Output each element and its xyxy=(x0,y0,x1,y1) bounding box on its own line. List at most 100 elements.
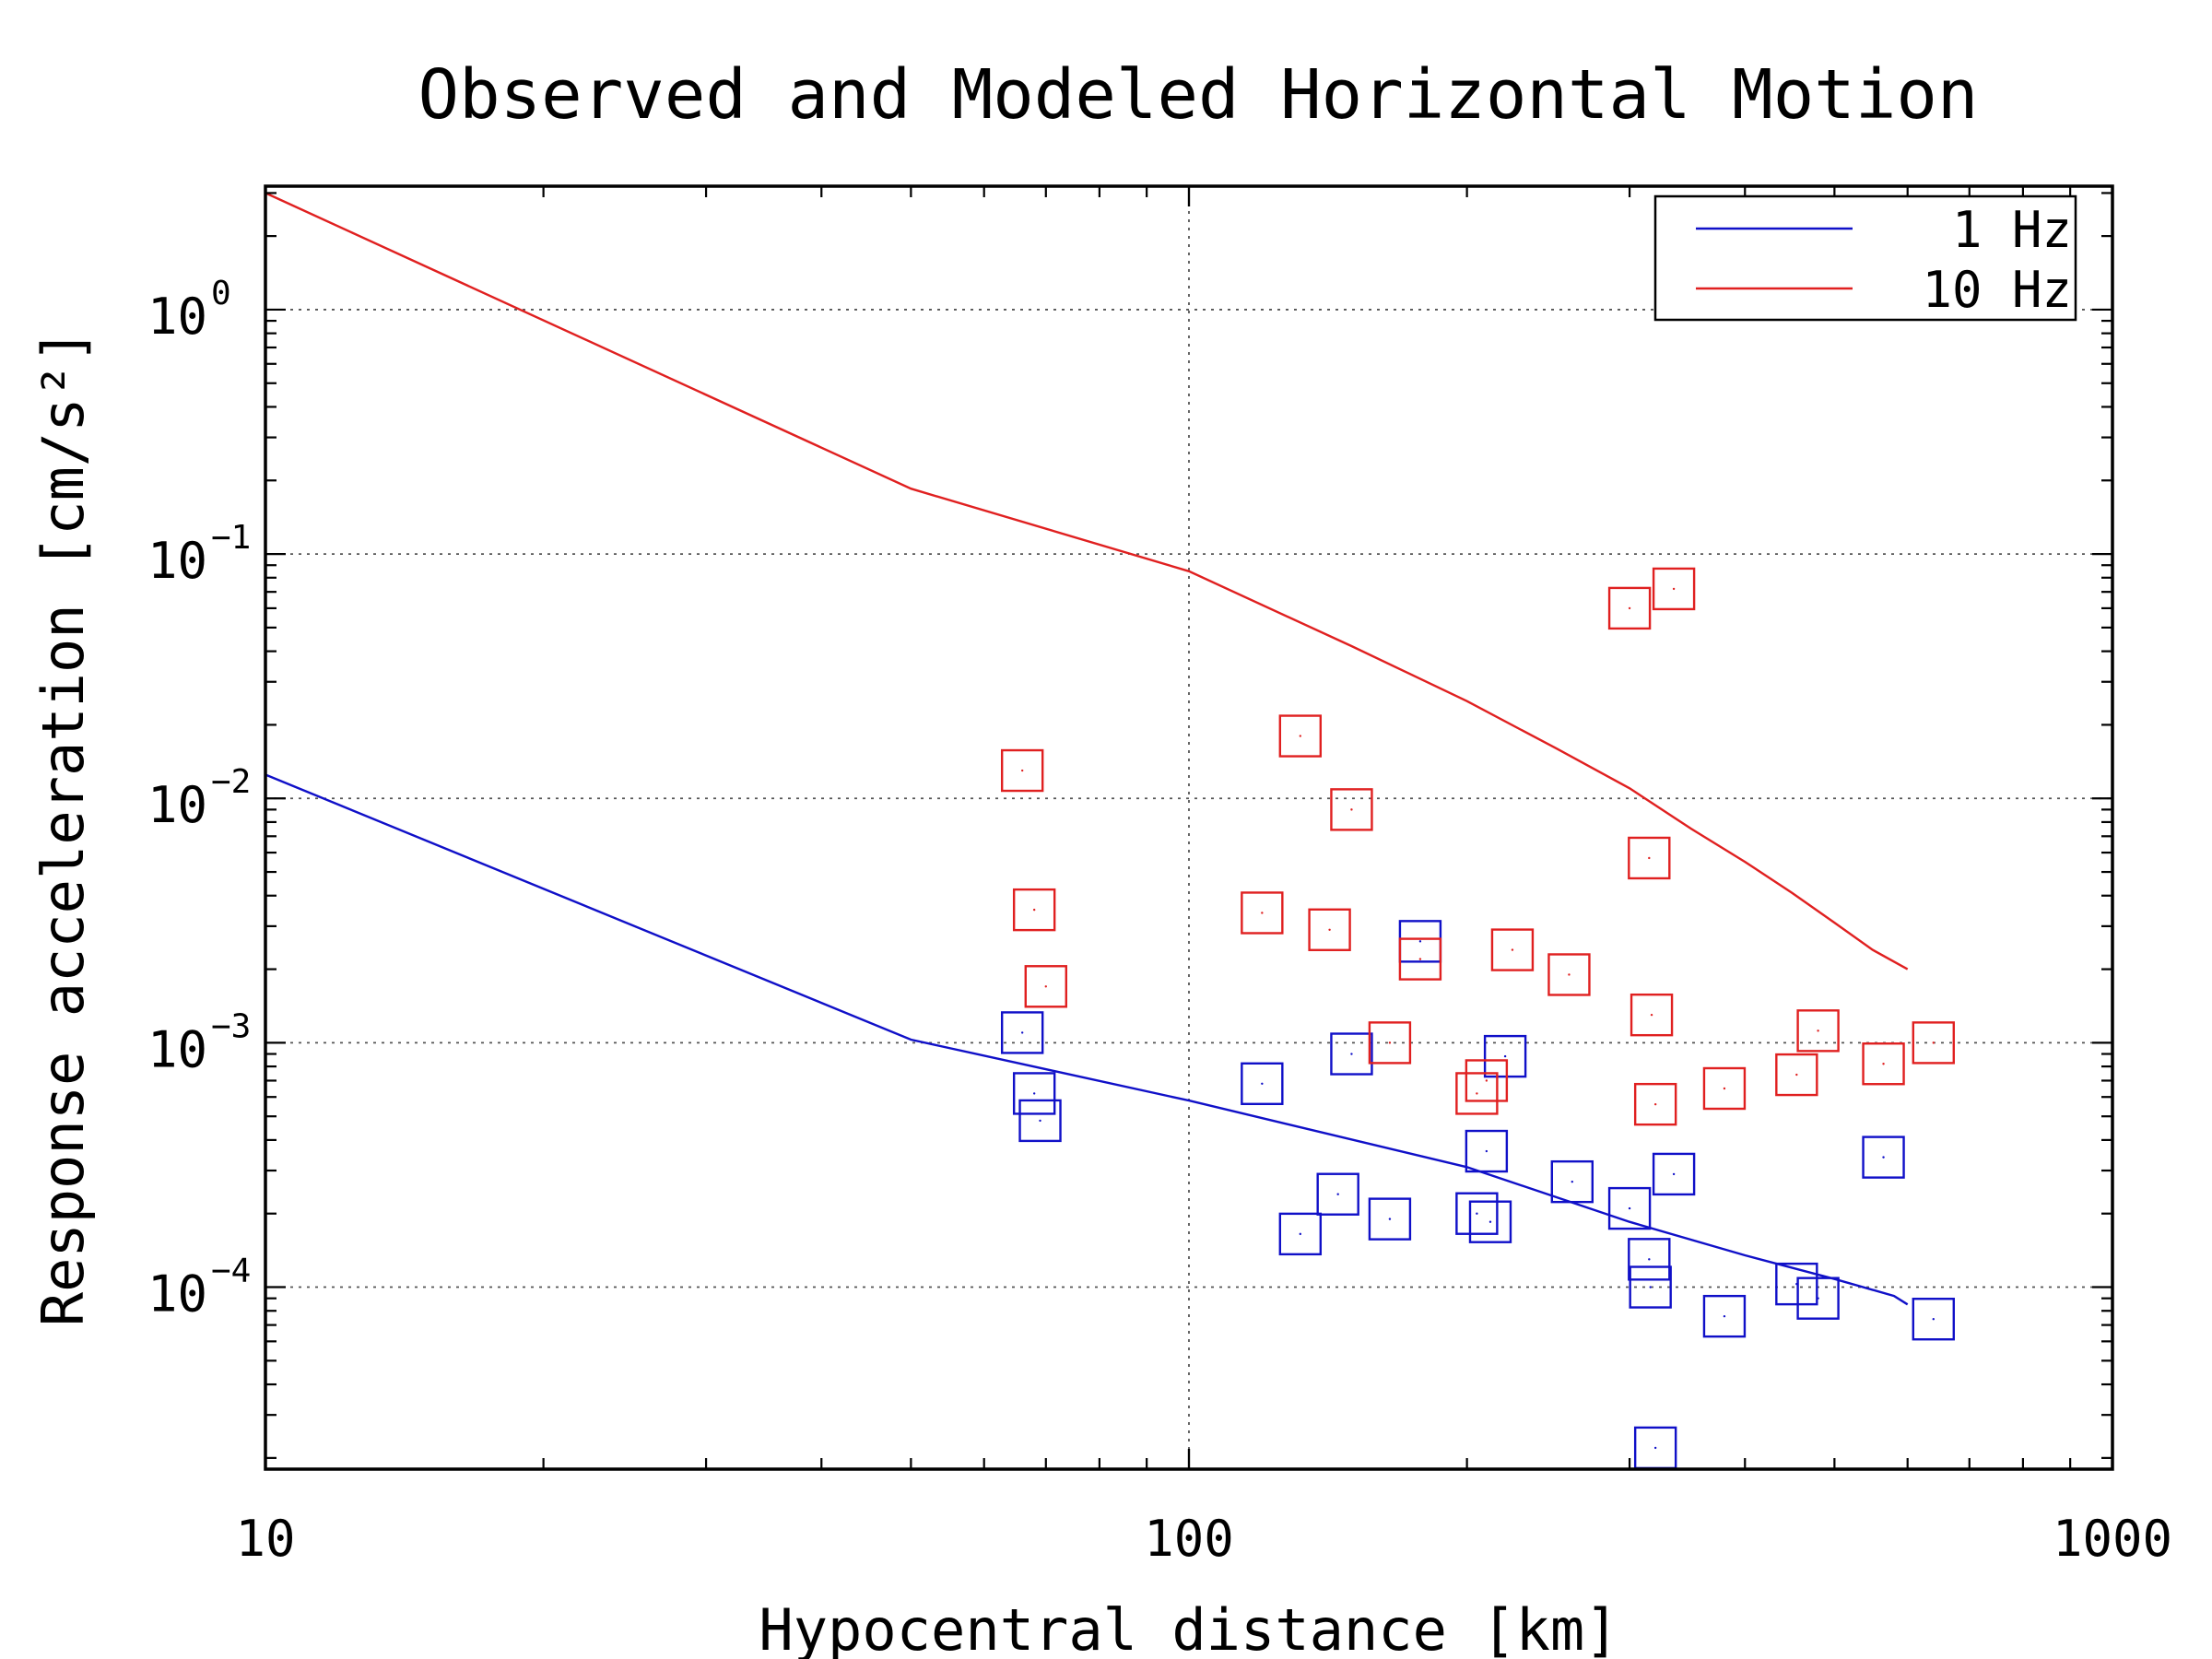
observed-point-center-1hz xyxy=(1388,1218,1392,1220)
series-10hz xyxy=(265,192,1955,1126)
observed-point-1hz xyxy=(1455,1192,1499,1235)
observed-point-center-1hz xyxy=(1039,1119,1041,1123)
observed-point-center-1hz xyxy=(1503,1054,1507,1058)
observed-point-1hz xyxy=(1468,1200,1512,1243)
y-tick-exponent: −1 xyxy=(211,519,251,557)
observed-point-10hz xyxy=(1012,888,1056,932)
observed-point-center-10hz xyxy=(1032,908,1036,912)
model-line-10hz xyxy=(265,192,1909,971)
observed-point-1hz xyxy=(1278,1212,1323,1256)
y-tick-exponent: −3 xyxy=(211,1007,251,1045)
observed-point-1hz xyxy=(1702,1294,1747,1338)
observed-point-center-10hz xyxy=(1418,958,1422,960)
observed-point-1hz xyxy=(1483,1034,1527,1078)
plot-series xyxy=(265,192,1955,1470)
observed-point-center-10hz xyxy=(1653,1102,1657,1106)
legend-label-10hz: 10 Hz xyxy=(1922,261,2072,319)
observed-point-center-1hz xyxy=(1571,1180,1574,1183)
observed-point-10hz xyxy=(1547,953,1591,996)
observed-point-center-10hz xyxy=(1299,735,1302,737)
y-tick-exponent: 0 xyxy=(211,275,231,312)
observed-point-1hz xyxy=(1775,1262,1818,1306)
observed-point-center-10hz xyxy=(1817,1030,1819,1032)
observed-point-center-10hz xyxy=(1932,1041,1935,1044)
observed-point-10hz xyxy=(1796,1009,1840,1053)
observed-point-center-10hz xyxy=(1648,856,1651,860)
observed-point-1hz xyxy=(1316,1172,1359,1216)
observed-point-center-1hz xyxy=(1299,1232,1302,1236)
observed-point-center-1hz xyxy=(1032,1092,1036,1095)
series-1hz xyxy=(265,773,1955,1470)
observed-point-center-1hz xyxy=(1628,1206,1631,1210)
observed-point-center-1hz xyxy=(1672,1172,1676,1176)
observed-point-center-10hz xyxy=(1328,928,1331,931)
observed-point-center-1hz xyxy=(1653,1446,1657,1450)
observed-point-10hz xyxy=(1490,928,1535,971)
observed-point-center-10hz xyxy=(1261,912,1264,914)
observed-point-10hz xyxy=(1241,891,1284,935)
observed-point-center-10hz xyxy=(1388,1041,1392,1044)
observed-point-1hz xyxy=(1629,1265,1672,1309)
observed-point-center-1hz xyxy=(1476,1212,1478,1215)
observed-point-1hz xyxy=(1628,1238,1671,1281)
observed-point-10hz xyxy=(1630,993,1674,1037)
model-line-1hz xyxy=(265,773,1909,1306)
observed-point-10hz xyxy=(1775,1053,1818,1097)
observed-point-1hz xyxy=(1862,1135,1905,1179)
observed-point-1hz xyxy=(1018,1099,1062,1143)
observed-point-10hz xyxy=(1455,1072,1499,1115)
observed-point-center-10hz xyxy=(1476,1092,1478,1095)
observed-point-center-1hz xyxy=(1261,1082,1264,1085)
observed-point-center-10hz xyxy=(1650,1013,1653,1017)
x-axis-label: Hypocentral distance [km] xyxy=(759,1596,1618,1659)
observed-point-1hz xyxy=(1465,1129,1509,1173)
y-tick-label: 10 xyxy=(147,776,207,834)
observed-point-center-10hz xyxy=(1020,769,1024,772)
observed-point-center-10hz xyxy=(1350,808,1353,811)
y-tick-label: 10 xyxy=(147,1020,207,1078)
observed-point-center-1hz xyxy=(1648,1258,1651,1261)
observed-point-center-10hz xyxy=(1044,985,1047,988)
observed-point-1hz xyxy=(1796,1277,1840,1320)
y-tick-label: 10 xyxy=(147,288,207,346)
observed-point-center-10hz xyxy=(1795,1073,1798,1077)
observed-point-10hz xyxy=(1278,714,1323,758)
y-tick-exponent: −2 xyxy=(211,763,251,801)
observed-point-center-1hz xyxy=(1649,1286,1652,1288)
x-tick-label: 10 xyxy=(235,1510,295,1568)
y-tick-exponent: −4 xyxy=(211,1253,251,1290)
observed-point-center-1hz xyxy=(1020,1031,1024,1034)
observed-point-1hz xyxy=(1012,1072,1056,1115)
observed-point-center-1hz xyxy=(1350,1053,1353,1055)
observed-point-center-10hz xyxy=(1672,587,1676,591)
observed-point-10hz xyxy=(1607,586,1652,630)
y-tick-label: 10 xyxy=(147,1265,207,1324)
x-tick-label: 100 xyxy=(1144,1510,1234,1568)
observed-point-10hz xyxy=(1633,1082,1677,1126)
legend-box xyxy=(1653,194,2077,322)
observed-point-1hz xyxy=(1241,1062,1284,1105)
observed-point-10hz xyxy=(1398,937,1442,981)
observed-point-center-1hz xyxy=(1488,1220,1492,1223)
observed-point-10hz xyxy=(1465,1059,1509,1102)
chart-title: Observed and Modeled Horizontal Motion xyxy=(418,55,1979,135)
observed-point-10hz xyxy=(1652,567,1696,611)
observed-point-center-1hz xyxy=(1932,1318,1935,1321)
observed-point-10hz xyxy=(1308,908,1351,951)
y-axis-label: Response acceleration [cm/s²] xyxy=(29,329,97,1327)
observed-point-1hz xyxy=(1912,1298,1955,1341)
observed-point-1hz xyxy=(1652,1152,1696,1196)
observed-point-1hz xyxy=(1607,1186,1652,1230)
observed-point-center-1hz xyxy=(1485,1149,1488,1153)
observed-point-1hz xyxy=(1368,1197,1412,1241)
grid-lines xyxy=(265,186,2112,1469)
observed-point-center-10hz xyxy=(1568,973,1571,976)
y-tick-label: 10 xyxy=(147,532,207,590)
observed-point-center-10hz xyxy=(1485,1079,1488,1082)
observed-point-center-1hz xyxy=(1817,1297,1819,1300)
observed-point-center-1hz xyxy=(1418,940,1422,943)
observed-point-10hz xyxy=(1702,1066,1747,1111)
observed-point-10hz xyxy=(1000,748,1044,793)
